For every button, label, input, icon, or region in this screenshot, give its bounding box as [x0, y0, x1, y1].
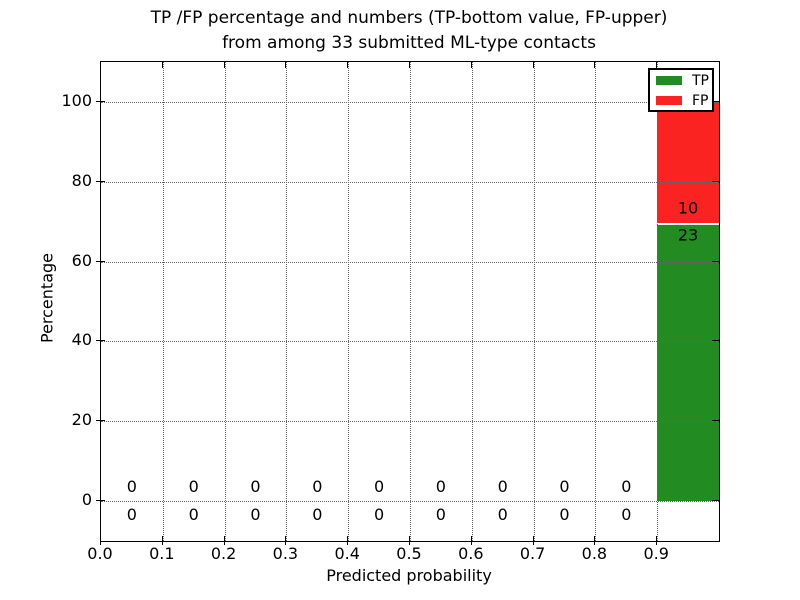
- y-tick-label: 80: [71, 170, 92, 190]
- x-tick-label: 0.6: [458, 544, 484, 563]
- fp-legend-swatch: [656, 96, 682, 105]
- fp-zero-label: 0: [435, 477, 446, 497]
- tp-zero-label: 0: [497, 505, 508, 525]
- chart-title: TP /FP percentage and numbers (TP-bottom…: [100, 6, 718, 56]
- y-tickmark-left: [96, 100, 105, 102]
- y-tickmark-right: [712, 180, 719, 182]
- v-gridline: [533, 62, 535, 541]
- chart-title-line2: from among 33 submitted ML-type contacts: [222, 33, 596, 53]
- x-tick-label: 0.7: [519, 544, 546, 563]
- x-tickmark-top: [594, 62, 596, 68]
- y-tickmark-right: [712, 500, 719, 502]
- y-tickmark-left: [96, 260, 105, 262]
- v-gridline: [595, 62, 597, 541]
- fp-zero-label: 0: [312, 477, 323, 497]
- v-gridline: [348, 62, 350, 541]
- x-tickmark-bottom: [347, 536, 349, 545]
- y-tick-label: 60: [71, 250, 92, 270]
- y-tickmark-left: [96, 500, 105, 502]
- y-tickmark-left: [96, 340, 105, 342]
- y-tickmark-left: [96, 420, 105, 422]
- fp-count-label: 10: [677, 198, 699, 218]
- tp-legend-swatch: [656, 76, 682, 85]
- x-tickmark-top: [161, 62, 163, 68]
- x-tickmark-top: [532, 62, 534, 68]
- fp-zero-label: 0: [374, 477, 385, 497]
- tp-zero-label: 0: [435, 505, 446, 525]
- v-gridline: [286, 62, 288, 541]
- fp-zero-label: 0: [250, 477, 261, 497]
- y-tickmark-right: [712, 100, 719, 102]
- v-gridline: [471, 62, 473, 541]
- tp-zero-label: 0: [312, 505, 323, 525]
- fp-zero-label: 0: [621, 477, 632, 497]
- x-tickmark-top: [100, 62, 101, 68]
- y-tickmark-right: [712, 340, 719, 342]
- x-tickmark-bottom: [656, 536, 658, 545]
- x-tick-label: 0.9: [643, 544, 669, 563]
- x-tickmark-top: [409, 62, 410, 68]
- y-tickmark-right: [712, 420, 719, 422]
- v-gridline: [162, 62, 164, 541]
- x-tickmark-bottom: [223, 536, 225, 545]
- y-tick-label: 100: [61, 90, 92, 110]
- plot-area: 10 23 0 0 0 0 0 0 0 0 0 0 0 0 0 0 0 0 0 0 TP FP: [100, 61, 720, 542]
- x-tickmark-bottom: [161, 536, 163, 545]
- x-tickmark-bottom: [100, 536, 101, 545]
- fp-zero-label: 0: [497, 477, 508, 497]
- x-tickmark-bottom: [409, 536, 410, 545]
- x-tickmark-bottom: [532, 536, 534, 545]
- y-tickmark-right: [712, 260, 719, 262]
- fp-zero-label: 0: [559, 477, 570, 497]
- x-tick-label: 0.0: [87, 544, 113, 563]
- x-tickmark-top: [470, 62, 472, 68]
- tp-zero-label: 0: [559, 505, 570, 525]
- legend: TP FP: [648, 68, 714, 112]
- tp-zero-label: 0: [250, 505, 261, 525]
- x-tickmark-top: [656, 62, 658, 68]
- legend-entry-tp: TP: [650, 71, 712, 90]
- tp-legend-label: TP: [692, 72, 709, 89]
- tp-count-label: 23: [677, 225, 699, 245]
- v-gridline: [410, 62, 411, 541]
- tp-zero-label: 0: [621, 505, 632, 525]
- fp-legend-label: FP: [692, 92, 709, 109]
- tp-zero-label: 0: [126, 505, 137, 525]
- v-gridline: [657, 62, 659, 541]
- chart-title-line1: TP /FP percentage and numbers (TP-bottom…: [150, 8, 668, 28]
- fp-zero-label: 0: [126, 477, 137, 497]
- legend-entry-fp: FP: [650, 91, 712, 110]
- x-tick-label: 0.4: [334, 544, 360, 563]
- x-tick-label: 0.2: [210, 544, 237, 563]
- x-tick-label: 0.1: [149, 544, 175, 563]
- x-tick-label: 0.5: [396, 544, 422, 563]
- y-tick-label: 0: [81, 490, 92, 510]
- x-tickmark-top: [285, 62, 287, 68]
- x-tickmark-bottom: [470, 536, 472, 545]
- y-tick-label: 20: [71, 410, 92, 430]
- tp-bar-segment: [657, 222, 719, 502]
- x-tickmark-top: [223, 62, 225, 68]
- tp-zero-label: 0: [188, 505, 199, 525]
- x-tick-label: 0.8: [581, 544, 608, 563]
- x-axis-label: Predicted probability: [326, 566, 492, 585]
- fp-zero-label: 0: [188, 477, 199, 497]
- x-tickmark-bottom: [285, 536, 287, 545]
- y-tick-label: 40: [71, 330, 92, 350]
- y-tickmark-left: [96, 180, 105, 182]
- v-gridline: [224, 62, 226, 541]
- fp-bar-segment: [657, 101, 719, 223]
- x-tick-label: 0.3: [272, 544, 299, 563]
- tp-zero-label: 0: [374, 505, 385, 525]
- x-tickmark-bottom: [594, 536, 596, 545]
- x-tickmark-top: [347, 62, 349, 68]
